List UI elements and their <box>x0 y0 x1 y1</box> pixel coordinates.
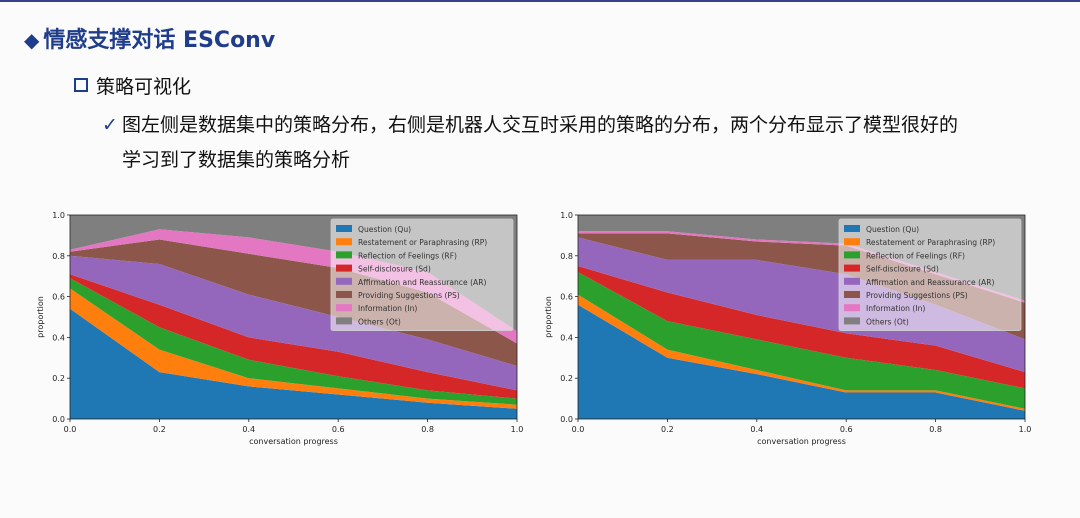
chart-left: 0.0 0.2 0.4 0.6 0.8 1.0 0.0 0.2 0.4 0.6 0.8 1.0 conv… <box>20 205 525 459</box>
legend-swatch <box>336 264 352 272</box>
legend-entry: Others (Ot) <box>866 317 909 326</box>
x-tick-label: 0.0 <box>572 425 585 434</box>
area-series-3 <box>70 274 517 399</box>
y-tick-label: 0.6 <box>560 293 573 302</box>
x-tick-label: 0.8 <box>421 425 434 434</box>
axes-frame <box>69 214 518 420</box>
y-tick-label: 0.2 <box>560 374 573 383</box>
axes-frame <box>577 214 1026 420</box>
legend-entry: Reflection of Feelings (RF) <box>866 251 965 260</box>
x-axis-label: conversation progress <box>757 437 846 446</box>
legend-box <box>330 218 514 331</box>
x-tick-label: 0.0 <box>64 425 77 434</box>
top-border-line <box>0 0 1080 2</box>
y-tick-label: 1.0 <box>560 211 573 220</box>
y-tick-label: 0.0 <box>560 415 573 424</box>
legend-swatch <box>336 277 352 285</box>
x-tick-label: 0.6 <box>332 425 345 434</box>
area-series-5 <box>70 239 517 366</box>
legend-swatch <box>336 225 352 232</box>
area-series-2 <box>70 278 517 405</box>
chart-right-svg: 0.0 0.2 0.4 0.6 0.8 1.0 0.0 0.2 0.4 0.6 0.8 1.0 conv… <box>544 211 1032 446</box>
legend-entry: Self-disclosure (Sd) <box>866 265 939 274</box>
legend-entry: Restatement or Paraphrasing (RP) <box>358 238 487 247</box>
legend-entry: Self-disclosure (Sd) <box>358 265 431 274</box>
legend-entry: Question (Qu) <box>866 225 919 234</box>
x-tick-label: 0.8 <box>929 425 942 434</box>
x-tick-label: 0.4 <box>750 425 763 434</box>
x-tick-label: 1.0 <box>1019 425 1032 434</box>
legend-entry: Reflection of Feelings (RF) <box>358 251 457 260</box>
legend-swatch <box>844 291 860 298</box>
bullet-description: ✓ 图左侧是数据集中的策略分布，右侧是机器人交互时采用的策略的分布，两个分布显示… <box>102 108 962 178</box>
legend-swatch <box>844 304 860 312</box>
legend-swatch <box>336 238 352 246</box>
legend-swatch <box>844 277 860 285</box>
legend-swatch <box>844 317 860 325</box>
slide-title-text: 情感支撑对话 ESConv <box>43 28 276 53</box>
area-series-1 <box>578 294 1025 411</box>
area-series-4 <box>70 255 517 391</box>
area-series-2 <box>578 272 1025 409</box>
chart-left-svg: 0.0 0.2 0.4 0.6 0.8 1.0 0.0 0.2 0.4 0.6 0.8 1.0 conv… <box>36 211 524 446</box>
y-tick-label: 0.6 <box>52 293 65 302</box>
bullet2-text: 图左侧是数据集中的策略分布，右侧是机器人交互时采用的策略的分布，两个分布显示了模… <box>122 114 959 171</box>
y-axis-label: proportion <box>544 296 553 338</box>
area-series-4 <box>578 237 1025 373</box>
legend-entry: Others (Ot) <box>358 317 401 326</box>
legend-entry: Providing Suggestions (PS) <box>358 291 460 300</box>
x-axis-label: conversation progress <box>249 437 338 446</box>
checkmark-icon: ✓ <box>102 114 118 136</box>
bullet-strategy-visualization: 策略可视化 <box>74 72 191 99</box>
area-series-0 <box>578 304 1025 419</box>
y-tick-label: 0.8 <box>560 252 573 261</box>
y-tick-label: 0.4 <box>560 333 573 342</box>
x-tick-label: 0.2 <box>661 425 674 434</box>
x-tick-label: 0.6 <box>840 425 853 434</box>
y-tick-label: 0.0 <box>52 415 65 424</box>
y-tick-label: 0.8 <box>52 252 65 261</box>
slide-title: ◆ 情感支撑对话 ESConv <box>24 22 275 54</box>
x-tick-label: 1.0 <box>511 425 524 434</box>
legend-swatch <box>336 304 352 312</box>
bullet1-text: 策略可视化 <box>96 76 192 98</box>
y-tick-label: 0.4 <box>52 333 65 342</box>
legend-entry: Information (In) <box>358 304 417 313</box>
legend-swatch <box>336 291 352 298</box>
area-series-3 <box>578 266 1025 389</box>
y-tick-label: 0.2 <box>52 374 65 383</box>
area-series-1 <box>70 288 517 409</box>
legend-entry: Affirmation and Reassurance (AR) <box>866 278 995 287</box>
legend-swatch <box>844 238 860 246</box>
y-axis-label: proportion <box>36 296 45 338</box>
x-tick-label: 0.4 <box>242 425 255 434</box>
legend-swatch <box>844 251 860 259</box>
legend-swatch <box>336 317 352 325</box>
chart-right: 0.0 0.2 0.4 0.6 0.8 1.0 0.0 0.2 0.4 0.6 0.8 1.0 conv… <box>528 205 1033 459</box>
legend-entry: Information (In) <box>866 304 925 313</box>
y-tick-label: 1.0 <box>52 211 65 220</box>
area-series-5 <box>578 233 1025 340</box>
legend-box <box>838 218 1022 331</box>
square-bullet-icon <box>74 78 88 92</box>
legend-entry: Restatement or Paraphrasing (RP) <box>866 238 995 247</box>
legend-swatch <box>336 251 352 259</box>
legend-swatch <box>844 264 860 272</box>
x-tick-label: 0.2 <box>153 425 166 434</box>
diamond-bullet-icon: ◆ <box>24 28 40 52</box>
legend-swatch <box>844 225 860 232</box>
legend-entry: Providing Suggestions (PS) <box>866 291 968 300</box>
area-series-0 <box>70 308 517 419</box>
legend-entry: Question (Qu) <box>358 225 411 234</box>
legend-entry: Affirmation and Reassurance (AR) <box>358 278 487 287</box>
